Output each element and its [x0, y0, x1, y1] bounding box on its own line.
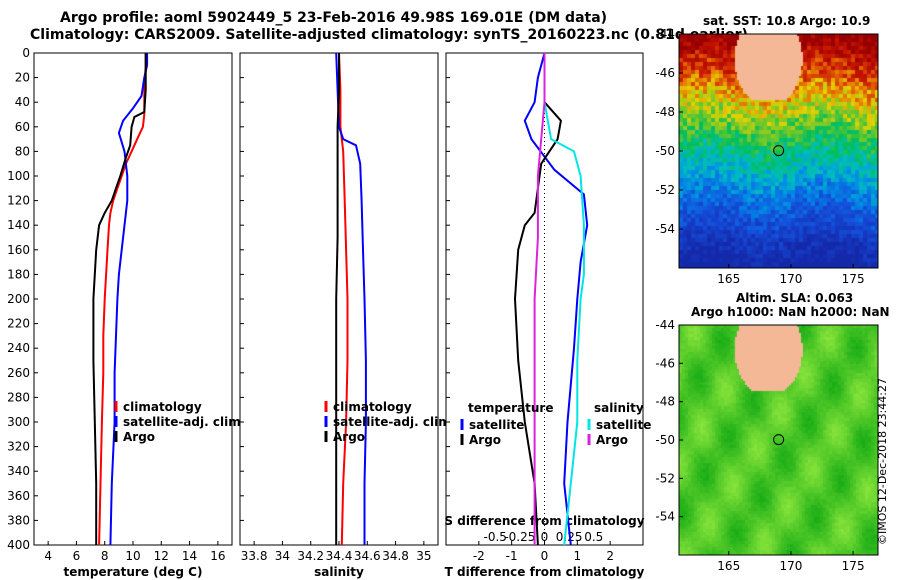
- x-axis-label: temperature (deg C): [64, 565, 203, 579]
- sla-title: Altim. SLA: 0.063: [736, 291, 854, 305]
- plot-frame: [445, 52, 644, 546]
- x-tick-label: 35: [416, 549, 431, 563]
- plot-frame: [33, 52, 233, 546]
- series-line-t-argo: [513, 53, 562, 546]
- y-tick-label: 60: [15, 120, 30, 134]
- s-axis-label: S difference from climatology: [444, 514, 644, 528]
- series-line-t-satellite: [523, 52, 589, 546]
- x-tick-label: 12: [154, 549, 169, 563]
- x-axis-label: T difference from climatology: [445, 565, 645, 579]
- x-tick-label: 34: [275, 549, 290, 563]
- x-tick-label: -2: [473, 549, 485, 563]
- x-tick-label: 34.8: [382, 549, 409, 563]
- series-line-argo: [335, 53, 340, 545]
- y-tick-label: 260: [7, 366, 30, 380]
- sla-heatmap: [679, 325, 878, 555]
- legend-label: Argo: [469, 433, 501, 447]
- imos-stamp: ©IMOS 12-Dec-2018 23:44:27: [876, 378, 889, 545]
- x-axis-label: salinity: [314, 565, 364, 579]
- y-tick-label: 80: [15, 144, 30, 158]
- series-line-s-satellite: [543, 53, 585, 546]
- x-tick-label: 8: [101, 549, 109, 563]
- sla-subtitle: Argo h1000: NaN h2000: NaN: [691, 305, 890, 319]
- s-tick-label: -0.25: [504, 530, 535, 544]
- y-tick-label: 100: [7, 169, 30, 183]
- y-tick-label: 20: [15, 71, 30, 85]
- x-tick-label: 34.2: [297, 549, 324, 563]
- x-tick-label: 16: [210, 549, 225, 563]
- x-tick-label: -1: [506, 549, 518, 563]
- legend-label: climatology: [123, 400, 202, 414]
- x-tick-label: 1: [574, 549, 582, 563]
- y-tick-label: 240: [7, 341, 30, 355]
- y-tick-label: 300: [7, 415, 30, 429]
- y-tick-label: 0: [22, 46, 30, 60]
- salinity-plot: 33.8 34 34.2 34.4 34.6 34.8 35 salinity climatol…: [239, 52, 455, 579]
- y-tick-label: 380: [7, 513, 30, 527]
- title-line-1: Argo profile: aoml 5902449_5 23-Feb-2016…: [60, 10, 608, 26]
- series-line-s-argo: [533, 53, 546, 545]
- series-line-satellite-adj-clim-: [109, 53, 149, 546]
- sst-map: [679, 34, 878, 268]
- series-line-climatology: [338, 52, 349, 546]
- legend-label: satellite: [596, 418, 651, 432]
- legend-label: satellite-adj. clim.: [333, 415, 455, 429]
- x-tick-label: 33.8: [241, 549, 268, 563]
- s-tick-label: 0: [541, 530, 549, 544]
- s-tick-label: -0.5: [484, 530, 507, 544]
- legend-label: climatology: [333, 400, 412, 414]
- y-tick-label: 280: [7, 390, 30, 404]
- series-line-argo: [92, 53, 147, 545]
- y-tick-label: 140: [7, 218, 30, 232]
- temperature-plot: 0 20 40 60 80 100 120 140 160 180 200 220 240 260 280 3…: [7, 46, 245, 579]
- legend-label: satellite-adj. clim.: [123, 415, 245, 429]
- x-tick-label: 14: [182, 549, 197, 563]
- y-tick-label: 160: [7, 243, 30, 257]
- difference-plot: -2 -1 0 1 2-0.5-0.25 0 0.25 0.5S difference fro…: [444, 52, 651, 579]
- x-tick-label: 6: [73, 549, 81, 563]
- series-line-climatology: [98, 53, 147, 546]
- y-tick-label: 40: [15, 95, 30, 109]
- x-tick-label: 10: [125, 549, 140, 563]
- x-tick-label: 4: [44, 549, 52, 563]
- sla-map: [679, 325, 878, 555]
- title-line-2: Climatology: CARS2009. Satellite-adjuste…: [30, 27, 748, 43]
- y-tick-label: 340: [7, 464, 30, 478]
- y-tick-label: 320: [7, 440, 30, 454]
- y-tick-label: 400: [7, 538, 30, 552]
- legend-label: satellite: [469, 418, 524, 432]
- plot-frame: [239, 52, 439, 546]
- x-tick-label: 34.6: [354, 549, 381, 563]
- series-line-satellite-adj-clim-: [335, 52, 367, 545]
- legend-label: Argo: [333, 430, 365, 444]
- x-tick-label: 0: [541, 549, 549, 563]
- legend-title-salinity: salinity: [594, 401, 644, 415]
- y-tick-label: 220: [7, 317, 30, 331]
- legend-label: Argo: [596, 433, 628, 447]
- x-tick-label: 2: [606, 549, 614, 563]
- y-tick-label: 120: [7, 194, 30, 208]
- x-tick-label: 34.4: [326, 549, 353, 563]
- sst-title: sat. SST: 10.8 Argo: 10.9: [703, 14, 871, 28]
- y-tick-label: 200: [7, 292, 30, 306]
- y-tick-label: 360: [7, 489, 30, 503]
- s-tick-label: 0.5: [584, 530, 603, 544]
- legend-label: Argo: [123, 430, 155, 444]
- legend-title-temperature: temperature: [468, 401, 553, 415]
- sst-heatmap: [679, 34, 878, 268]
- y-tick-label: 180: [7, 267, 30, 281]
